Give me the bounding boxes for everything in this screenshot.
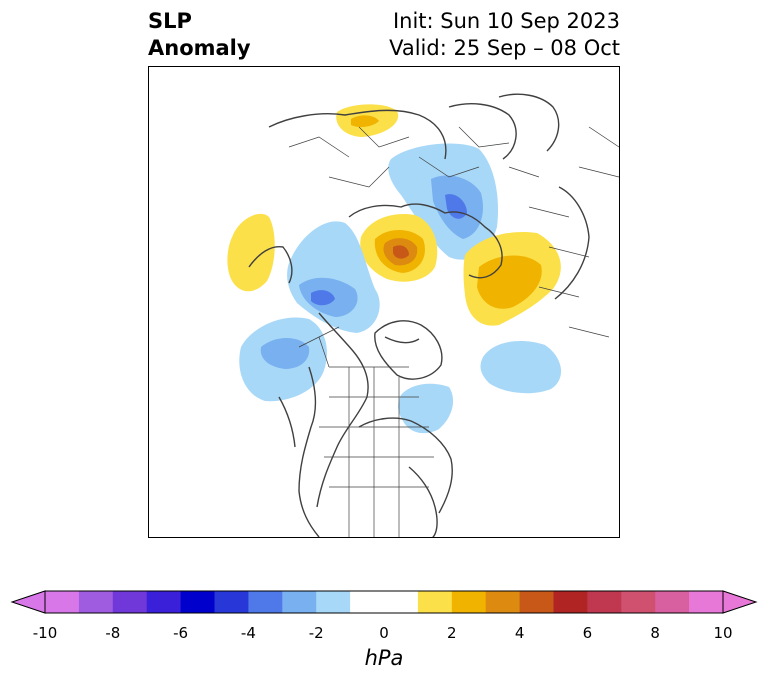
- colorbar-tick-label: -2: [308, 624, 324, 642]
- colorbar-bin: [621, 591, 656, 613]
- colorbar-tick-label: 2: [447, 624, 457, 642]
- colorbar-unit-label: hPa: [364, 646, 404, 670]
- colorbar-bin: [553, 591, 588, 613]
- title-right: Init: Sun 10 Sep 2023 Valid: 25 Sep – 08…: [389, 8, 620, 62]
- colorbar-outline: [44, 590, 724, 614]
- colorbar-bin: [689, 591, 724, 613]
- title-variable-sub: Anomaly: [148, 36, 251, 60]
- colorbar-bin: [451, 591, 487, 613]
- colorbar-bins: [10, 590, 758, 614]
- title-variable: SLP: [148, 9, 192, 33]
- anomaly-fields: [227, 104, 562, 434]
- colorbar-tick-label: 10: [713, 624, 733, 642]
- colorbar-bin: [45, 591, 80, 613]
- colorbar-bin: [655, 591, 690, 613]
- positive-anomaly-scandinavia-core: [351, 115, 379, 128]
- positive-anomaly-north-pacific: [227, 213, 275, 292]
- negative-anomaly-labrador: [398, 383, 454, 434]
- colorbar-tick-label: 4: [514, 624, 525, 642]
- colorbar-bin: [214, 591, 249, 613]
- colorbar-tick-label: -4: [240, 624, 256, 642]
- colorbar-bin: [282, 591, 317, 613]
- map-svg: [227, 93, 619, 537]
- colorbar-tick-label: -6: [173, 624, 189, 642]
- colorbar-tick-label: 8: [650, 624, 660, 642]
- positive-anomaly-kara-sea-core: [393, 245, 409, 259]
- colorbar-bin: [112, 591, 148, 613]
- negative-anomaly-alaska-beaufort-core: [311, 290, 335, 306]
- colorbar-bin: [384, 591, 419, 613]
- colorbar-bin: [316, 591, 351, 613]
- colorbar-bin: [78, 591, 114, 613]
- political-borders: [288, 126, 619, 537]
- colorbar-tick-label: -8: [105, 624, 121, 642]
- map-panel: [148, 66, 620, 538]
- coastlines: [248, 93, 590, 537]
- colorbar-bin: [485, 591, 521, 613]
- colorbar-bin: [417, 591, 453, 613]
- colorbar-tick-label: 0: [379, 624, 389, 642]
- colorbar-extend-max: [722, 590, 758, 614]
- title-left: SLP Anomaly: [148, 8, 251, 62]
- colorbar-tick-label: 6: [582, 624, 593, 642]
- colorbar-bin: [180, 591, 215, 613]
- negative-anomaly-alaska-beaufort: [287, 221, 380, 333]
- colorbar-bin: [146, 591, 182, 613]
- init-date: Init: Sun 10 Sep 2023: [392, 9, 620, 33]
- colorbar-bin: [350, 591, 385, 613]
- positive-anomaly-east-siberia-core: [477, 255, 542, 309]
- colorbar-tick-label: -10: [32, 624, 58, 642]
- colorbar-bin: [248, 591, 283, 613]
- colorbar: [10, 590, 758, 614]
- colorbar-extend-min: [10, 590, 46, 614]
- negative-anomaly-gulf-of-alaska-core: [260, 338, 310, 369]
- negative-anomaly-north-atlantic: [480, 341, 562, 394]
- valid-range: Valid: 25 Sep – 08 Oct: [389, 36, 620, 60]
- colorbar-bin: [587, 591, 622, 613]
- colorbar-bin: [519, 591, 554, 613]
